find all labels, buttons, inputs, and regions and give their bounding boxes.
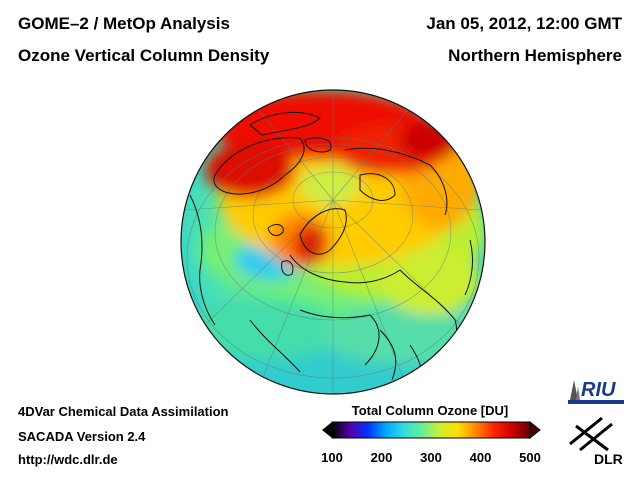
colorbar-low-arrow: [322, 422, 332, 438]
dlr-logo-symbol: [569, 416, 613, 452]
region-label: Northern Hemisphere: [448, 46, 622, 65]
footer-line1: 4DVar Chemical Data Assimilation: [18, 404, 229, 419]
colorbar-tick-300: 300: [420, 450, 442, 465]
footer-line2: SACADA Version 2.4: [18, 429, 146, 444]
globe-outline: [180, 89, 486, 395]
graticule: [184, 90, 482, 394]
footer-url[interactable]: http://wdc.dlr.de: [18, 452, 118, 467]
riu-logo: RIU: [568, 379, 624, 404]
dlr-logo: DLR: [569, 416, 623, 466]
map-subtitle: Ozone Vertical Column Density: [18, 46, 270, 65]
dlr-logo-text: DLR: [594, 451, 623, 466]
riu-logo-text: RIU: [581, 379, 616, 401]
datetime-label: Jan 05, 2012, 12:00 GMT: [426, 14, 622, 33]
colorbar-high-arrow: [529, 420, 541, 440]
colorbar-tick-400: 400: [469, 450, 492, 465]
colorbar-bar: [331, 421, 531, 439]
colorbar-tick-200: 200: [370, 450, 393, 465]
colorbar-title: Total Column Ozone [DU]: [351, 403, 509, 418]
colorbar-tick-100: 100: [321, 450, 343, 465]
colorbar: [322, 420, 541, 440]
colorbar-tick-500: 500: [519, 450, 541, 465]
map-title: GOME–2 / MetOp Analysis: [18, 14, 230, 33]
